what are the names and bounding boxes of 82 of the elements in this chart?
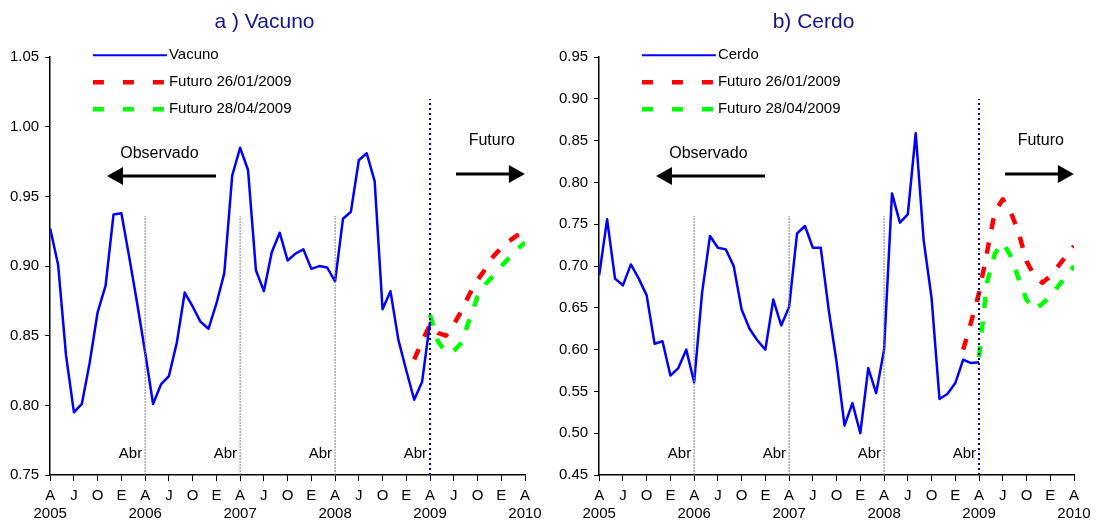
x-tick-label: J bbox=[260, 486, 268, 504]
x-tick-label: J bbox=[904, 486, 912, 504]
y-tick-label: 0.95 bbox=[9, 186, 40, 204]
y-tick-label: 0.80 bbox=[558, 172, 589, 190]
ref-line-label: Abr bbox=[952, 443, 977, 461]
x-tick-label: J bbox=[355, 486, 363, 504]
y-tick-label: 0.85 bbox=[9, 325, 40, 343]
y-tick-label: 0.50 bbox=[558, 423, 589, 441]
x-tick-label: E bbox=[950, 486, 961, 504]
x-tick-label: E bbox=[665, 486, 676, 504]
x-tick-label: A 2007 bbox=[772, 486, 806, 522]
ref-line-label: Abr bbox=[857, 443, 882, 461]
x-tick-label: J bbox=[619, 486, 627, 504]
ref-line-label: Abr bbox=[118, 443, 143, 461]
x-tick-label: O bbox=[281, 486, 294, 504]
legend-label: Cerdo bbox=[717, 45, 759, 63]
chart-title: b) Cerdo bbox=[772, 9, 855, 33]
y-tick-label: 0.60 bbox=[558, 339, 589, 357]
x-tick-label: E bbox=[1045, 486, 1056, 504]
y-tick-label: 0.65 bbox=[558, 298, 589, 316]
x-tick-label: E bbox=[760, 486, 771, 504]
x-tick-label: J bbox=[165, 486, 173, 504]
x-tick-label: A 2006 bbox=[677, 486, 711, 522]
x-tick-label: O bbox=[1020, 486, 1033, 504]
annotation: Futuro bbox=[1017, 131, 1064, 149]
x-tick-label: E bbox=[401, 486, 412, 504]
x-tick-label: E bbox=[211, 486, 222, 504]
x-tick-label: A 2010 bbox=[1057, 486, 1091, 522]
legend-label: Futuro 26/01/2009 bbox=[168, 72, 292, 90]
y-tick-label: 0.75 bbox=[9, 465, 40, 483]
x-tick-label: E bbox=[496, 486, 507, 504]
legend-label: Futuro 28/04/2009 bbox=[717, 99, 841, 117]
x-tick-label: J bbox=[714, 486, 722, 504]
line-series bbox=[960, 197, 1074, 352]
chart-title: a ) Vacuno bbox=[214, 9, 315, 33]
x-tick-label: A 2008 bbox=[867, 486, 901, 522]
y-tick-label: 0.95 bbox=[558, 47, 589, 65]
x-tick-label: A 2006 bbox=[128, 486, 162, 522]
x-tick-label: O bbox=[471, 486, 484, 504]
x-tick-label: J bbox=[999, 486, 1007, 504]
x-tick-label: J bbox=[450, 486, 458, 504]
y-tick-label: 0.70 bbox=[558, 256, 589, 274]
y-tick-label: 0.75 bbox=[558, 214, 589, 232]
x-tick-label: A 2005 bbox=[33, 486, 67, 522]
x-tick-label: O bbox=[186, 486, 199, 504]
x-tick-label: O bbox=[376, 486, 389, 504]
x-tick-label: A 2009 bbox=[413, 486, 447, 522]
legend-label: Futuro 26/01/2009 bbox=[717, 72, 841, 90]
line-series bbox=[427, 240, 525, 355]
x-tick-label: A 2010 bbox=[508, 486, 542, 522]
legend-label: Futuro 28/04/2009 bbox=[168, 99, 292, 117]
annotation: Observado bbox=[120, 143, 199, 161]
x-tick-label: O bbox=[91, 486, 104, 504]
y-tick-label: 1.05 bbox=[9, 47, 40, 65]
x-tick-label: A 2005 bbox=[582, 486, 616, 522]
ref-line-label: Abr bbox=[403, 443, 428, 461]
x-tick-label: O bbox=[925, 486, 938, 504]
y-tick-label: 1.00 bbox=[9, 116, 40, 134]
y-tick-label: 0.80 bbox=[9, 395, 40, 413]
y-tick-label: 0.90 bbox=[9, 256, 40, 274]
x-tick-label: A 2009 bbox=[962, 486, 996, 522]
annotation: Observado bbox=[669, 143, 748, 161]
x-tick-label: J bbox=[70, 486, 78, 504]
ref-line-label: Abr bbox=[762, 443, 787, 461]
ref-line-label: Abr bbox=[308, 443, 333, 461]
legend-label: Vacuno bbox=[168, 45, 219, 63]
x-tick-label: O bbox=[735, 486, 748, 504]
x-tick-label: E bbox=[116, 486, 127, 504]
y-tick-label: 0.85 bbox=[558, 130, 589, 148]
ref-line-label: Abr bbox=[667, 443, 692, 461]
x-tick-label: O bbox=[640, 486, 653, 504]
ref-line-label: Abr bbox=[213, 443, 238, 461]
x-tick-label: A 2008 bbox=[318, 486, 352, 522]
y-tick-label: 0.45 bbox=[558, 465, 589, 483]
x-tick-label: J bbox=[809, 486, 817, 504]
x-tick-label: E bbox=[855, 486, 866, 504]
x-tick-label: O bbox=[830, 486, 843, 504]
x-tick-label: A 2007 bbox=[223, 486, 257, 522]
y-tick-label: 0.90 bbox=[558, 89, 589, 107]
annotation: Futuro bbox=[468, 131, 515, 149]
y-tick-label: 0.55 bbox=[558, 381, 589, 399]
x-tick-label: E bbox=[306, 486, 317, 504]
